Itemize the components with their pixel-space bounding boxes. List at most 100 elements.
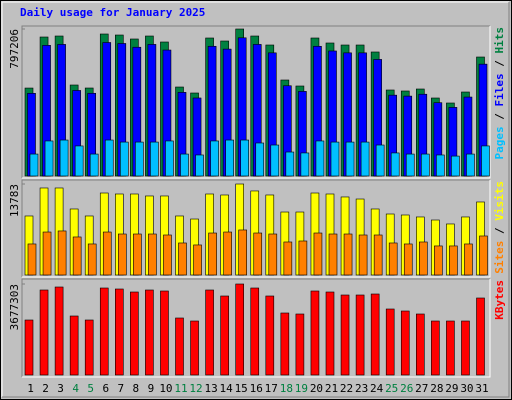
bar xyxy=(165,140,174,177)
panel-bevel xyxy=(21,179,490,277)
x-tick-label: 7 xyxy=(117,382,124,395)
bar xyxy=(89,153,99,177)
x-tick-label: 5 xyxy=(87,382,94,395)
bar xyxy=(39,289,49,376)
bar xyxy=(418,241,428,276)
bar xyxy=(118,233,127,276)
bar xyxy=(461,320,470,376)
bar xyxy=(449,245,458,276)
bar xyxy=(223,231,232,276)
bar xyxy=(464,243,473,276)
bar xyxy=(59,139,69,177)
bar xyxy=(370,293,380,376)
x-tick-label: 14 xyxy=(220,382,234,395)
bar xyxy=(405,153,415,177)
panel-bevel xyxy=(21,25,490,178)
bar xyxy=(385,308,395,376)
bar xyxy=(340,294,350,376)
x-tick-label: 16 xyxy=(250,382,263,395)
bar xyxy=(388,242,398,276)
bar xyxy=(240,139,249,177)
bar xyxy=(150,141,159,177)
legend-separator: / xyxy=(493,54,506,74)
bar xyxy=(29,153,39,177)
bar xyxy=(44,140,54,177)
x-tick-label: 17 xyxy=(265,382,278,395)
x-tick-label: 20 xyxy=(310,382,323,395)
x-tick-label: 10 xyxy=(159,382,172,395)
bar xyxy=(403,243,413,276)
bar xyxy=(328,233,338,276)
bar xyxy=(451,155,460,177)
bar xyxy=(69,315,79,376)
bar xyxy=(193,244,202,276)
legend-entry: Visits xyxy=(493,181,506,221)
bar xyxy=(225,139,234,177)
bar xyxy=(298,240,308,276)
x-tick-label: 19 xyxy=(295,382,308,395)
bar xyxy=(24,319,34,376)
bar xyxy=(135,141,144,177)
panel-bevel xyxy=(21,278,490,377)
x-tick-label: 12 xyxy=(189,382,202,395)
bar xyxy=(285,151,295,177)
x-tick-label: 8 xyxy=(133,382,140,395)
bar xyxy=(420,153,430,177)
bar xyxy=(145,289,154,376)
bar xyxy=(466,153,475,177)
bar xyxy=(313,232,323,276)
bar xyxy=(360,141,370,177)
bar xyxy=(130,291,139,376)
bar xyxy=(54,286,64,376)
x-tick-label: 21 xyxy=(325,382,338,395)
bar xyxy=(310,290,320,376)
panel-bevel xyxy=(22,26,491,179)
bar xyxy=(390,152,400,177)
x-tick-label: 24 xyxy=(370,382,384,395)
bar xyxy=(283,241,293,276)
x-tick-label: 4 xyxy=(72,382,79,395)
x-tick-label: 31 xyxy=(475,382,488,395)
bar xyxy=(104,139,114,177)
bar xyxy=(476,297,485,376)
legend: KBytes xyxy=(493,280,506,320)
bar xyxy=(358,234,368,276)
legend-entry: Sites xyxy=(493,241,506,274)
x-tick-label: 23 xyxy=(355,382,368,395)
bar xyxy=(120,141,129,177)
x-tick-label: 6 xyxy=(102,382,109,395)
bar xyxy=(220,295,229,376)
legend-separator: / xyxy=(493,221,506,241)
bar xyxy=(295,313,305,376)
bar xyxy=(431,320,440,376)
bar xyxy=(74,145,84,177)
bar xyxy=(84,319,94,376)
bar xyxy=(373,234,383,276)
x-tick-label: 1 xyxy=(27,382,34,395)
bar xyxy=(280,312,290,376)
bar xyxy=(355,294,365,376)
bar xyxy=(115,288,124,376)
bar xyxy=(343,233,353,276)
bar xyxy=(415,313,425,376)
legend: Sites / Visits xyxy=(493,181,506,274)
bar xyxy=(190,320,199,376)
bar xyxy=(253,232,263,276)
bar xyxy=(250,287,260,376)
bar xyxy=(345,141,355,177)
bar xyxy=(325,291,335,376)
legend-entry: Hits xyxy=(493,27,506,54)
legend-entry: KBytes xyxy=(493,280,506,320)
x-tick-label: 15 xyxy=(235,382,248,395)
chart-title: Daily usage for January 2025 xyxy=(20,6,205,19)
bar xyxy=(195,154,204,177)
bar xyxy=(160,290,169,376)
x-tick-label: 25 xyxy=(385,382,398,395)
x-tick-label: 9 xyxy=(148,382,155,395)
x-tick-label: 26 xyxy=(400,382,413,395)
bar xyxy=(300,152,310,177)
x-tick-label: 30 xyxy=(460,382,473,395)
